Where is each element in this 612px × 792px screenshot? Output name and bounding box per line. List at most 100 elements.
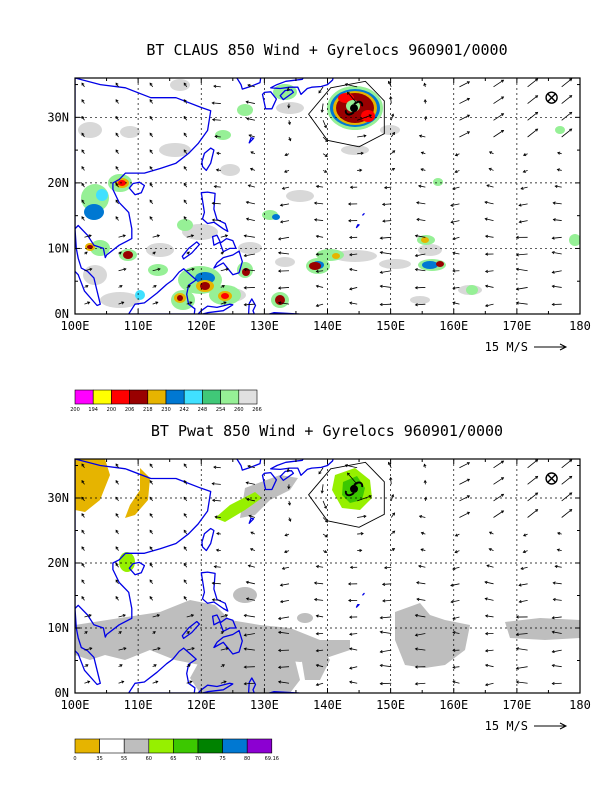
wind-vector-head (149, 115, 153, 120)
wind-vector-head (118, 251, 122, 255)
wind-vector-head (214, 515, 218, 519)
wind-vector-head (249, 548, 254, 552)
wind-vector (519, 599, 528, 603)
y-tick-label: 30N (47, 110, 69, 124)
wind-vector-head (115, 513, 119, 517)
wind-vector (552, 616, 562, 619)
wind-vector-head (389, 96, 393, 100)
wind-vector (561, 476, 572, 485)
wind-vector-head (81, 463, 85, 467)
wind-vector-head (318, 90, 322, 94)
wind-vector-head (250, 151, 254, 155)
wind-vector-head (279, 583, 283, 587)
wind-vector-head (391, 548, 396, 552)
wind-vector-head (515, 615, 519, 619)
wind-vector-head (119, 285, 123, 288)
wind-vector (321, 484, 324, 493)
wind-vector-head (121, 301, 125, 305)
wind-vector-head (452, 237, 456, 241)
wind-vector-head (452, 616, 456, 620)
wind-vector-head (277, 237, 282, 241)
wind-vector-head (315, 564, 320, 569)
wind-vector (186, 647, 195, 651)
wind-vector-head (569, 95, 573, 99)
y-tick-label: 20N (47, 556, 69, 570)
wind-vector (486, 184, 494, 188)
wind-vector-head (288, 518, 292, 522)
colorbar-swatch (173, 738, 199, 754)
coastline (211, 614, 221, 626)
wind-vector-head (382, 219, 386, 223)
wind-vector (214, 186, 221, 188)
wind-vector-head (245, 200, 249, 204)
coastline (279, 470, 295, 482)
coastline (362, 213, 365, 216)
wind-vector-head (315, 683, 319, 687)
wind-vector-head (183, 99, 187, 103)
wind-vector (186, 268, 195, 272)
wind-vector-head (211, 498, 216, 503)
wind-vector (152, 680, 158, 684)
wind-vector-head (551, 284, 555, 289)
wind-vector (380, 649, 392, 653)
wind-vector (152, 614, 160, 618)
wind-vector-head (452, 301, 456, 305)
wind-vector-head (216, 532, 220, 536)
wind-vector-head (383, 566, 388, 570)
wind-vector-head (189, 301, 193, 305)
wind-vector-head (344, 464, 348, 468)
wind-vector-head (123, 647, 127, 651)
wind-vector-head (186, 631, 190, 635)
vector-scale-label: 15 M/S (485, 719, 528, 733)
wind-vector-head (423, 479, 427, 483)
wind-vector-head (379, 630, 383, 634)
coastline (128, 647, 197, 693)
wind-vector-head (466, 81, 471, 85)
x-tick-label: 150E (376, 319, 405, 333)
wind-vector-head (279, 220, 284, 224)
wind-vector-head (115, 82, 119, 86)
wind-vector-head (416, 597, 420, 601)
wind-vector (450, 583, 460, 586)
wind-vector-head (155, 680, 159, 684)
wind-vector-head (81, 216, 85, 220)
panel-top-cloud-cyan (96, 189, 145, 300)
wind-vector (244, 303, 255, 306)
wind-vector-head (500, 510, 505, 514)
colorbar-label: 206 (125, 407, 135, 413)
wind-vector-head (187, 285, 191, 288)
x-tick-label: 170E (502, 319, 531, 333)
gyre-outline (308, 461, 385, 528)
typhoon-symbol (344, 100, 364, 116)
wind-vector-head (551, 302, 555, 307)
wind-vector-head (556, 548, 560, 552)
wind-vector-head (313, 598, 318, 602)
wind-vector-head (247, 83, 251, 88)
vector-scale-label: 15 M/S (485, 340, 528, 354)
wind-vector (419, 135, 426, 138)
colorbar-label: 55 (121, 756, 127, 762)
wind-vector-head (484, 252, 489, 256)
wind-vector (390, 477, 392, 485)
wind-vector (280, 583, 290, 586)
colorbar-label: 35 (96, 756, 102, 762)
wind-vector-head (245, 597, 250, 601)
wind-vector-head (283, 550, 288, 554)
wind-vector-head (486, 184, 490, 188)
wind-vector (493, 477, 504, 485)
wind-vector-head (149, 149, 153, 153)
wind-vector (244, 633, 255, 636)
y-tick-label: 20N (47, 176, 69, 190)
wind-vector-head (243, 267, 247, 272)
wind-vector-head (81, 166, 85, 170)
coastline (219, 237, 237, 253)
x-tick-label: 140E (313, 698, 342, 712)
wind-vector (516, 633, 528, 635)
wind-vector-head (416, 201, 420, 205)
wind-vector-head (360, 151, 364, 155)
wind-vector-head (315, 614, 319, 618)
wind-vector-head (324, 534, 328, 538)
panel-bottom-coastlines (75, 459, 365, 693)
wind-vector-head (379, 302, 383, 307)
colorbar-label: 218 (143, 407, 153, 413)
